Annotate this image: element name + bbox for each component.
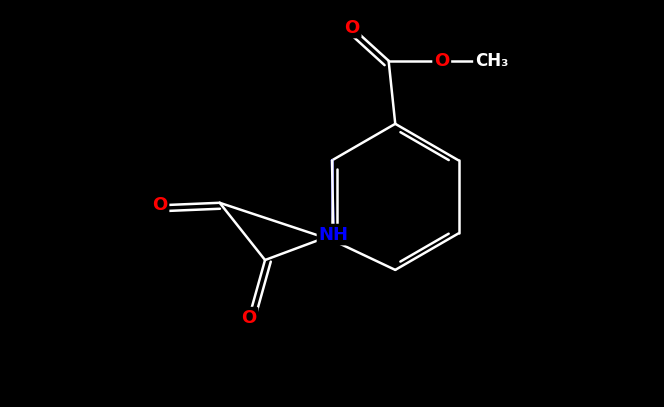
Text: O: O bbox=[241, 309, 256, 326]
Text: CH₃: CH₃ bbox=[475, 52, 508, 70]
Text: O: O bbox=[345, 19, 360, 37]
Text: O: O bbox=[434, 52, 450, 70]
Text: O: O bbox=[152, 196, 167, 214]
Text: NH: NH bbox=[319, 225, 349, 243]
